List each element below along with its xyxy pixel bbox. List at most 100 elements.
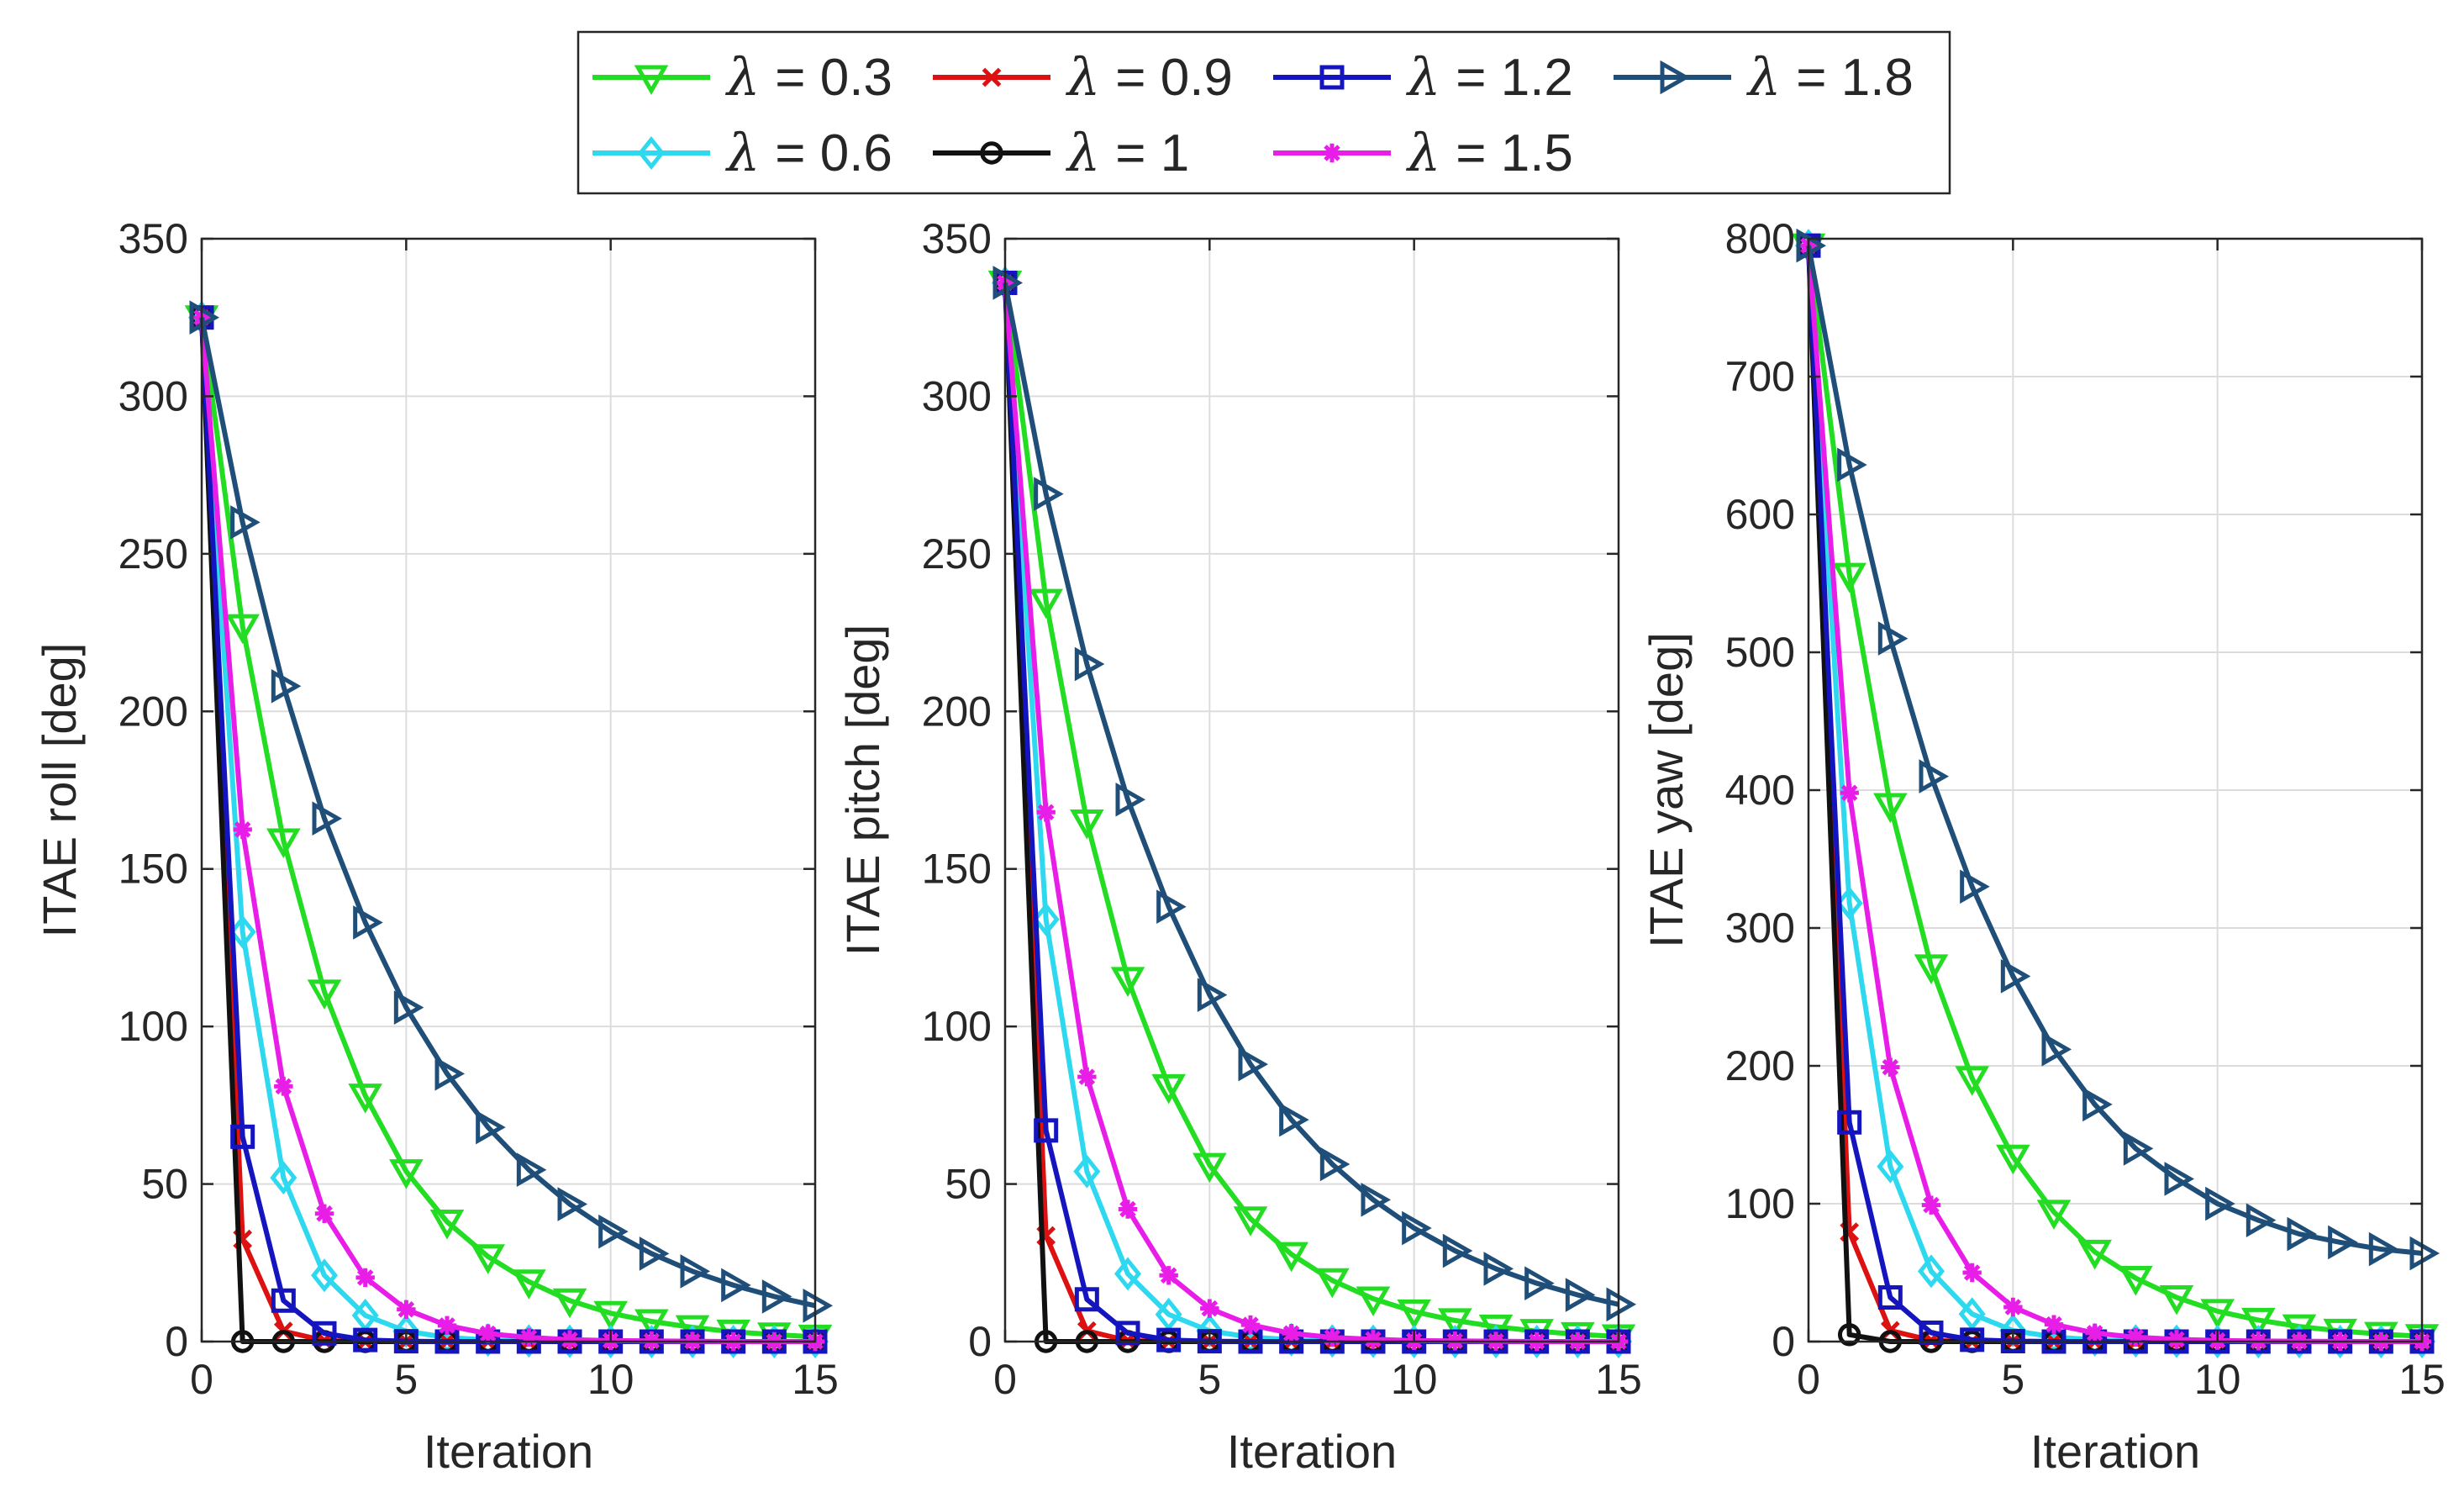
data-point: [2041, 1032, 2072, 1067]
series-1.8: [189, 300, 834, 1323]
data-point: [312, 1321, 337, 1346]
data-point: [560, 1330, 580, 1349]
data-point: [1274, 1242, 1308, 1273]
data-point: [680, 1254, 711, 1289]
data-point: [1832, 562, 1866, 593]
data-point: [1282, 1324, 1301, 1343]
y-tick-label: 500: [1725, 629, 1795, 676]
data-point: [2282, 1314, 2317, 1345]
data-point: [1070, 809, 1104, 840]
x-tick-label: 15: [2398, 1356, 2446, 1403]
data-point: [471, 1244, 505, 1274]
data-point: [389, 1159, 424, 1189]
y-tick-label: 50: [141, 1161, 188, 1208]
y-tick-label: 200: [922, 688, 992, 735]
legend-symbol: λ: [1745, 46, 1781, 108]
data-point: [634, 1309, 669, 1340]
data-point: [1397, 1299, 1431, 1330]
plots: 0 5 10 15050100150200250300350IterationITAE…: [33, 215, 2446, 1478]
legend-label: λ = 0.6: [724, 122, 892, 183]
legend-entry: λ = 1: [933, 122, 1189, 183]
legend-entry: λ = 1.5: [1273, 122, 1573, 183]
y-tick-label: 200: [1725, 1042, 1795, 1089]
data-point: [355, 1268, 375, 1288]
data-point: [1074, 1287, 1099, 1312]
y-axis-label: ITAE roll [deg]: [33, 643, 86, 938]
legend-entry: λ = 0.3: [592, 46, 892, 108]
data-point: [1914, 954, 1949, 984]
x-tick-label: 5: [1198, 1356, 1221, 1403]
legend-label: λ = 0.3: [724, 46, 892, 108]
series-line: [1003, 282, 1619, 1307]
data-point: [1279, 1102, 1309, 1137]
data-point: [225, 614, 260, 645]
y-tick-label: 200: [118, 688, 188, 735]
data-point: [1837, 1110, 1862, 1135]
data-point: [353, 1327, 378, 1352]
data-point: [271, 1288, 296, 1313]
legend-value: = 1.8: [1796, 49, 1914, 107]
y-tick-label: 100: [1725, 1180, 1795, 1227]
data-point: [1873, 793, 1908, 824]
y-tick-label: 250: [118, 530, 188, 577]
legend-entry: λ = 0.6: [592, 122, 892, 183]
data-point: [478, 1324, 498, 1343]
y-tick-label: 0: [165, 1318, 188, 1365]
data-point: [2044, 1315, 2064, 1334]
y-tick-label: 50: [945, 1161, 992, 1208]
y-tick-label: 350: [922, 215, 992, 262]
data-point: [1151, 1073, 1186, 1105]
y-tick-label: 350: [118, 215, 188, 262]
data-point: [392, 1314, 420, 1348]
legend-symbol: λ: [1065, 46, 1100, 108]
data-point: [2246, 1203, 2277, 1237]
data-point: [2241, 1307, 2276, 1338]
data-point: [2003, 1297, 2023, 1317]
data-point: [229, 915, 256, 949]
data-point: [1881, 1057, 1900, 1077]
data-point: [1478, 1314, 1514, 1345]
data-point: [1958, 1297, 1986, 1331]
data-point: [1074, 646, 1105, 682]
data-point: [1156, 889, 1187, 925]
legend-symbol: λ: [1405, 46, 1440, 108]
x-tick-label: 10: [2194, 1356, 2241, 1403]
data-point: [675, 1315, 710, 1346]
x-axis-label: Iteration: [2030, 1425, 2200, 1478]
series-line: [1806, 245, 2423, 1339]
data-point: [230, 505, 261, 540]
legend-entry: λ = 0.9: [933, 46, 1233, 108]
data-point: [1115, 1321, 1140, 1346]
data-point: [348, 1084, 382, 1114]
data-point: [1077, 1067, 1097, 1087]
data-point: [270, 1161, 297, 1195]
data-point: [1606, 1287, 1637, 1322]
legend-box: [577, 30, 1951, 195]
y-axis-label: ITAE yaw [deg]: [1640, 632, 1693, 948]
data-point: [1032, 902, 1060, 936]
y-tick-label: 300: [1725, 904, 1795, 952]
data-point: [266, 828, 301, 859]
data-point: [397, 1300, 416, 1319]
data-point: [1233, 1206, 1268, 1236]
data-point: [1877, 1149, 1904, 1184]
legend-marker: [634, 65, 669, 96]
legend-value: = 0.3: [775, 49, 892, 107]
data-point: [230, 1124, 255, 1149]
subplot-1: 0 5 10 15050100150200250300350IterationITAE…: [33, 215, 839, 1478]
data-point: [1919, 1321, 1944, 1346]
data-point: [1840, 783, 1859, 803]
data-point: [434, 1057, 466, 1091]
y-tick-label: 100: [922, 1003, 992, 1050]
x-tick-label: 10: [587, 1356, 634, 1403]
x-axis-label: Iteration: [1227, 1425, 1397, 1478]
y-tick-label: 0: [1772, 1318, 1795, 1365]
data-point: [2167, 1330, 2187, 1349]
data-point: [429, 1210, 465, 1240]
x-tick-label: 5: [394, 1356, 418, 1403]
data-point: [1960, 1327, 1985, 1352]
data-point: [512, 1269, 546, 1300]
data-point: [1442, 1233, 1473, 1268]
data-point: [1029, 588, 1063, 620]
legend: λ = 0.3 λ = 0.9 λ = 1.2 λ = 1.8 λ = 0.6 λ = 1 λ = 1.5: [577, 30, 1951, 195]
